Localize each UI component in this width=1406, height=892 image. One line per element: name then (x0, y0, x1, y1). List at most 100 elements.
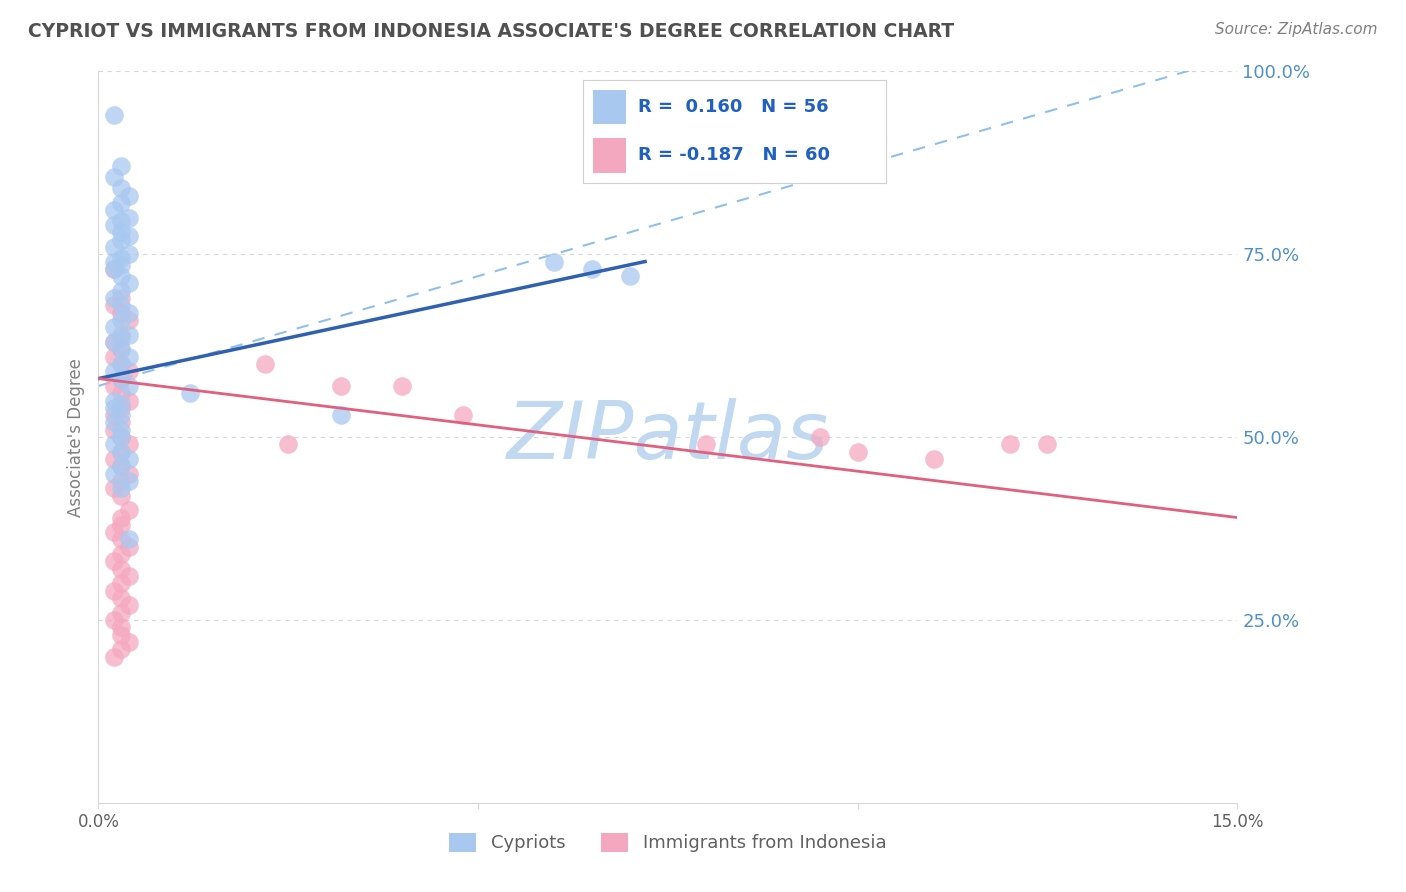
Point (619, 269, 641, 284)
Point (110, 474, 132, 488)
Point (118, 188, 141, 202)
Point (103, 583, 125, 598)
Point (110, 481, 132, 495)
Point (110, 327, 132, 342)
Point (118, 277, 141, 291)
Point (103, 170, 125, 185)
Point (110, 258, 132, 272)
Point (110, 397, 132, 411)
Point (110, 423, 132, 437)
Point (118, 467, 141, 481)
Point (110, 343, 132, 357)
Point (118, 503, 141, 517)
Point (118, 635, 141, 649)
Point (1036, 437, 1059, 451)
Point (110, 562, 132, 576)
Point (110, 459, 132, 474)
Point (118, 393, 141, 408)
Point (110, 576, 132, 591)
Point (110, 269, 132, 284)
Point (103, 320, 125, 334)
Point (118, 364, 141, 378)
Point (110, 620, 132, 634)
Point (118, 379, 141, 393)
Point (110, 517, 132, 532)
Point (118, 540, 141, 554)
Point (110, 416, 132, 430)
Point (110, 444, 132, 458)
Point (110, 371, 132, 385)
Point (103, 393, 125, 408)
Point (103, 379, 125, 393)
Text: Source: ZipAtlas.com: Source: ZipAtlas.com (1215, 22, 1378, 37)
Point (179, 386, 201, 401)
Point (103, 401, 125, 415)
Point (118, 327, 141, 342)
Legend: Cypriots, Immigrants from Indonesia: Cypriots, Immigrants from Indonesia (441, 826, 894, 860)
Point (110, 547, 132, 561)
Point (110, 401, 132, 415)
Point (103, 218, 125, 232)
Point (998, 437, 1021, 451)
Point (103, 261, 125, 276)
Text: R = -0.187   N = 60: R = -0.187 N = 60 (638, 146, 830, 164)
Point (110, 225, 132, 239)
Point (103, 334, 125, 349)
Point (118, 228, 141, 243)
Point (330, 408, 353, 422)
Point (695, 437, 717, 451)
Point (110, 642, 132, 657)
Point (103, 416, 125, 430)
Text: CYPRIOT VS IMMIGRANTS FROM INDONESIA ASSOCIATE'S DEGREE CORRELATION CHART: CYPRIOT VS IMMIGRANTS FROM INDONESIA ASS… (28, 22, 955, 41)
Point (103, 613, 125, 627)
Point (110, 306, 132, 320)
Point (103, 298, 125, 312)
Point (103, 334, 125, 349)
Text: ZIPatlas: ZIPatlas (506, 398, 830, 476)
Point (110, 343, 132, 357)
Point (110, 459, 132, 474)
Point (103, 437, 125, 451)
Point (110, 181, 132, 195)
Point (110, 444, 132, 458)
Point (103, 467, 125, 481)
Point (451, 408, 474, 422)
Point (103, 408, 125, 422)
Point (103, 108, 125, 122)
Point (118, 533, 141, 547)
Point (110, 591, 132, 605)
Point (543, 254, 565, 268)
Point (808, 430, 831, 444)
Point (110, 331, 132, 345)
Point (846, 444, 869, 458)
Point (110, 357, 132, 371)
Point (330, 379, 353, 393)
Point (254, 357, 277, 371)
Point (103, 254, 125, 268)
Point (103, 452, 125, 467)
Point (103, 350, 125, 364)
Y-axis label: Associate's Degree: Associate's Degree (66, 358, 84, 516)
Point (922, 452, 945, 467)
Point (118, 599, 141, 613)
Point (110, 196, 132, 211)
Point (110, 284, 132, 298)
Point (110, 298, 132, 312)
Point (110, 160, 132, 174)
Point (110, 251, 132, 265)
Point (110, 606, 132, 620)
Point (110, 386, 132, 401)
Point (103, 240, 125, 254)
Point (277, 437, 299, 451)
Point (103, 481, 125, 495)
Point (118, 247, 141, 261)
Point (118, 211, 141, 225)
Point (110, 408, 132, 422)
Point (110, 357, 132, 371)
Point (103, 203, 125, 218)
Point (118, 452, 141, 467)
FancyBboxPatch shape (592, 89, 626, 124)
Point (103, 261, 125, 276)
Point (110, 214, 132, 228)
Point (118, 313, 141, 327)
